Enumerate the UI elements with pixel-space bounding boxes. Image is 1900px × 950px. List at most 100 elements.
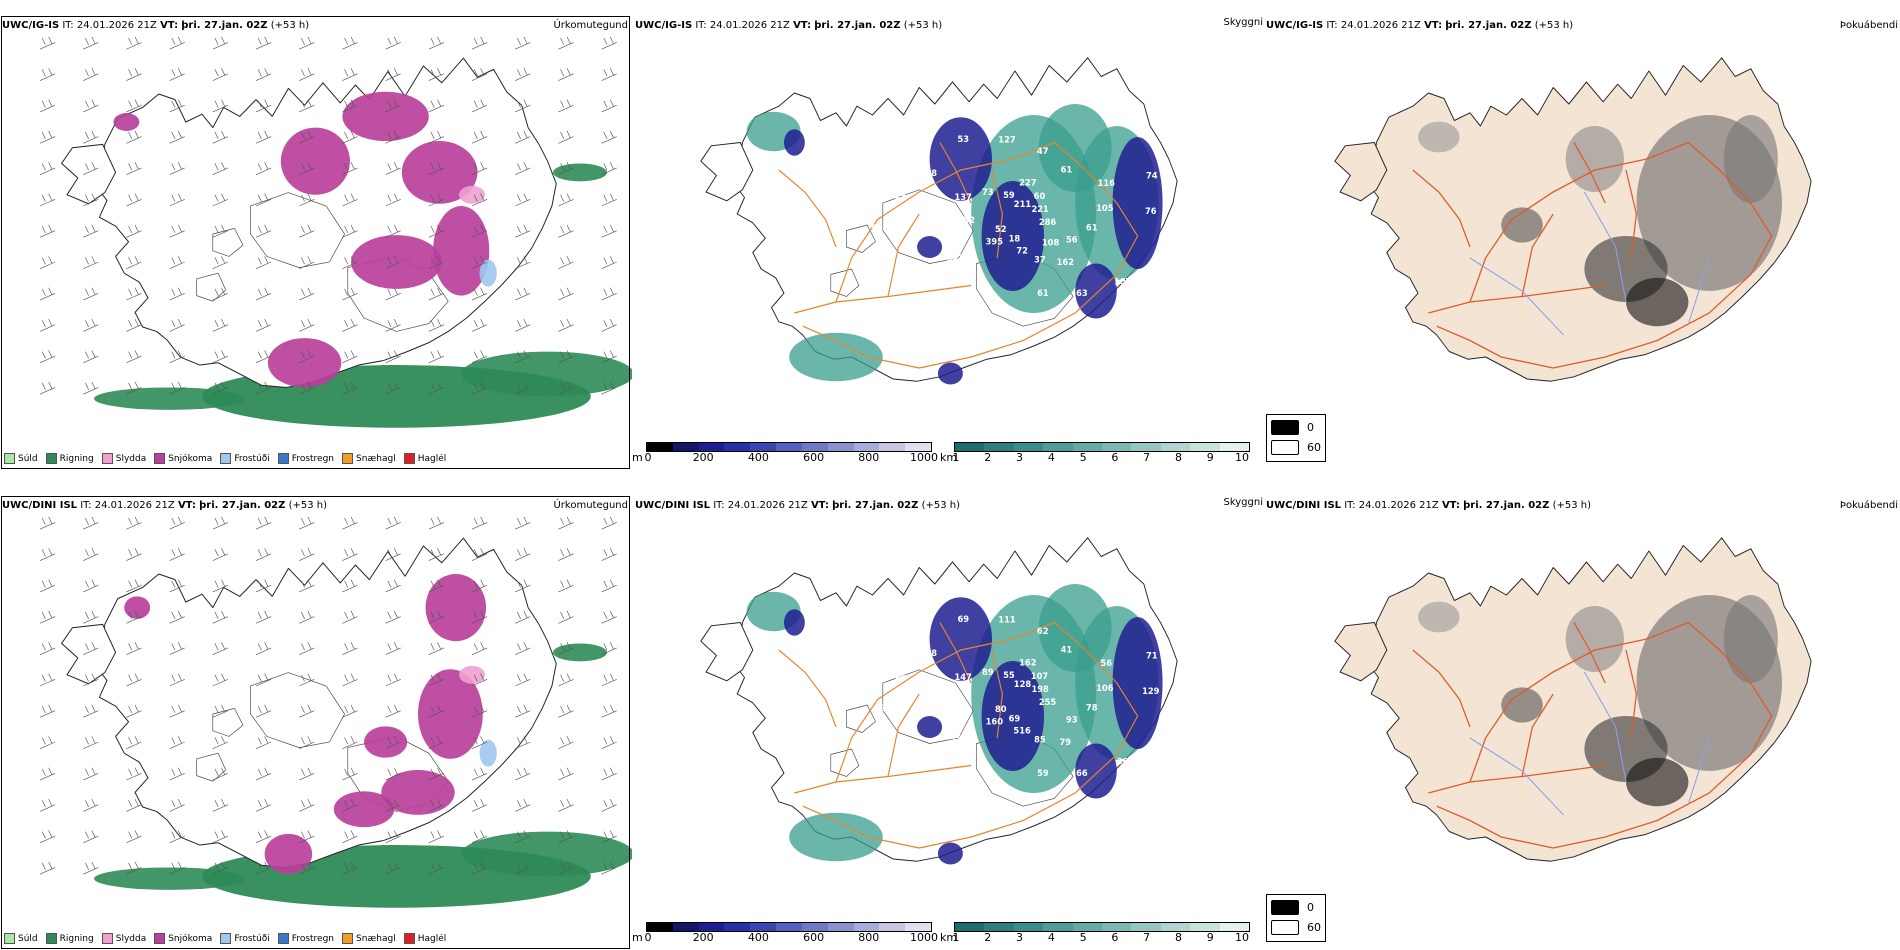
wind-barb <box>212 798 229 812</box>
legend-label: Frostúði <box>234 453 270 464</box>
panel-title: Úrkomutegund <box>553 500 628 511</box>
visibility-colorbar-segment <box>1131 443 1161 451</box>
wind-barb <box>169 830 185 844</box>
cloud-value-label: 36 <box>1117 757 1129 767</box>
visibility-colorbar-tick-label: 3 <box>1016 931 1024 944</box>
wind-barb <box>385 830 401 844</box>
wind-barb <box>299 516 315 530</box>
cloud-base-colorbar-segment <box>879 923 906 931</box>
wind-barb <box>342 350 358 364</box>
lead-time: (+53 h) <box>903 20 943 31</box>
wind-barb <box>169 610 185 624</box>
cloud-value-label: 107 <box>1031 672 1048 682</box>
fog-indicator-area <box>1565 126 1624 192</box>
visibility-colorbar-segment <box>1072 443 1103 451</box>
vt-label: VT: <box>793 20 812 31</box>
fog-indicator-panel: UWC/IG-IS IT: 24.01.2026 21Z VT: þri. 27… <box>1266 0 1900 470</box>
visibility-colorbar-segment <box>984 923 1014 931</box>
wind-barb <box>558 36 574 50</box>
fog-indicator-area <box>1418 121 1460 153</box>
cloud-base-colorbar-segment <box>750 443 777 451</box>
glacier-outline <box>196 752 227 782</box>
wind-barb <box>299 162 315 175</box>
visibility-colorbar-tick-label: 2 <box>984 451 992 464</box>
cloud-value-label: 59 <box>1037 769 1049 779</box>
wind-barb <box>169 704 185 718</box>
wind-barb <box>601 673 617 687</box>
cloud-base-colorbar-segment <box>776 443 802 451</box>
wind-barb <box>39 99 56 113</box>
wind-barb <box>515 642 531 655</box>
wind-barb <box>385 704 401 718</box>
vt-label: VT: <box>160 20 179 31</box>
panel-header: UWC/DINI ISL IT: 24.01.2026 21Z VT: þri.… <box>2 500 327 511</box>
fog-indicator-area <box>1626 277 1689 327</box>
wind-barb <box>428 798 445 812</box>
cloud-value-label: 85 <box>1034 735 1046 745</box>
wind-barb <box>601 548 617 561</box>
cloud-value-label: 127 <box>998 135 1015 145</box>
westfjords-coastline <box>700 621 754 682</box>
wind-barb <box>83 610 99 624</box>
wind-barb <box>428 830 445 844</box>
wind-barb <box>515 287 531 301</box>
wind-barb <box>299 798 315 812</box>
wind-barb <box>255 381 272 395</box>
wind-barb <box>39 193 56 207</box>
wind-barb <box>39 798 56 812</box>
fog-legend-row: 60 <box>1271 440 1321 455</box>
wind-barb <box>212 381 229 395</box>
wind-barb <box>83 642 99 655</box>
cloud-value-label: 37 <box>935 687 947 697</box>
fog-legend-label: 60 <box>1307 921 1321 934</box>
cloud-value-label: 255 <box>1039 698 1056 708</box>
wind-barb <box>471 68 488 81</box>
legend-item-rigning: Rigning <box>45 933 94 944</box>
wind-barb <box>255 318 272 332</box>
wind-barb <box>558 68 574 81</box>
river-line <box>1583 671 1627 783</box>
cloud-value-label: 68 <box>962 277 974 287</box>
wind-barb <box>515 830 531 844</box>
legend-label: Snæhagl <box>356 933 396 944</box>
visibility-colorbar-tick-label: 10 <box>1235 451 1249 464</box>
wind-barb <box>126 36 142 50</box>
wind-barb <box>342 381 358 395</box>
wind-barb <box>342 287 358 301</box>
wind-barb <box>428 736 445 750</box>
fog-legend: 0 60 <box>1266 894 1326 942</box>
wind-barb <box>169 381 185 395</box>
visibility-colorbar-tick-label: 4 <box>1047 451 1055 464</box>
wind-barb <box>255 287 272 301</box>
freezing-drizzle-area <box>479 259 497 287</box>
panel-header: UWC/DINI ISL IT: 24.01.2026 21Z VT: þri.… <box>635 500 960 511</box>
wind-barb <box>471 193 488 207</box>
cloud-value-label: 92 <box>962 757 974 767</box>
legend-label: Frostúði <box>234 933 270 944</box>
wind-barb <box>169 68 185 81</box>
wind-barb <box>558 830 574 844</box>
road-line <box>1625 649 1638 739</box>
cloud-visibility-map: 255 160 162 79 37 56 61 69 53 80 107 85 147 106 92 111 3… <box>700 537 1178 865</box>
visibility-colorbar: km 1 2 3 4 5 6 7 8 9 10 <box>940 922 1250 944</box>
panel-title: Þokuábendi <box>1839 500 1898 511</box>
wind-barb <box>471 162 488 175</box>
it-label: IT: <box>1326 20 1338 31</box>
wind-barb <box>515 798 531 812</box>
wind-barb <box>342 798 358 812</box>
wind-barb <box>212 162 229 175</box>
wind-barb <box>558 256 574 270</box>
wind-barb <box>558 193 574 207</box>
wind-barb <box>255 516 272 530</box>
road-line <box>835 621 1055 783</box>
cloud-value-label: 93 <box>1066 715 1078 725</box>
wind-barb <box>255 162 272 175</box>
legend-swatch <box>4 453 15 464</box>
wind-barb <box>471 516 488 530</box>
wind-barb <box>299 256 315 270</box>
wind-barb <box>39 130 56 144</box>
legend-swatch <box>277 933 289 944</box>
wind-barb <box>601 610 617 624</box>
snow-area <box>433 206 490 296</box>
wind-barb <box>39 68 56 81</box>
